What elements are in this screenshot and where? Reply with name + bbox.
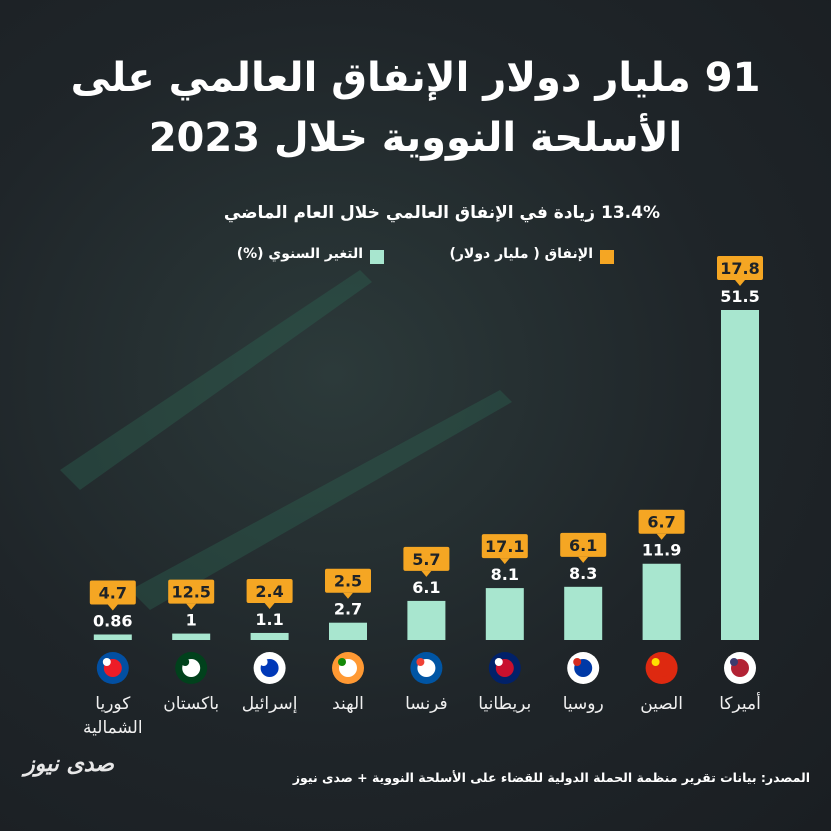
flag-detail bbox=[181, 658, 190, 666]
x-tick-label: كوريا الشمالية bbox=[83, 694, 143, 738]
bar bbox=[250, 632, 289, 640]
label-pointer bbox=[656, 533, 667, 540]
label-box bbox=[638, 509, 685, 534]
legend-label: الإنفاق ( مليار دولار) bbox=[449, 246, 593, 262]
bar bbox=[407, 600, 446, 640]
flag-detail bbox=[494, 658, 503, 666]
change-label: 6.7 bbox=[647, 513, 675, 532]
bar bbox=[93, 634, 132, 640]
change-label: 12.5 bbox=[171, 583, 210, 602]
value-label: 0.86 bbox=[93, 611, 132, 630]
x-tick-label: الصين bbox=[640, 694, 683, 714]
value-label: 51.5 bbox=[720, 287, 759, 306]
value-label: 6.1 bbox=[412, 578, 440, 597]
flag-detail bbox=[651, 658, 660, 666]
x-tick-label: بريطانيا bbox=[478, 694, 532, 714]
x-tick-label: باكستان bbox=[163, 694, 220, 714]
label-box bbox=[403, 546, 450, 571]
bar bbox=[485, 588, 524, 640]
flag-detail bbox=[573, 658, 582, 666]
flag-detail bbox=[416, 658, 425, 666]
legend-label: التغير السنوي (%) bbox=[236, 246, 363, 262]
bar bbox=[564, 586, 603, 640]
flag-detail bbox=[102, 658, 111, 666]
label-pointer bbox=[421, 570, 432, 577]
x-tick-label: روسيا bbox=[562, 694, 604, 714]
label-box bbox=[168, 579, 215, 604]
label-pointer bbox=[499, 558, 510, 565]
x-tick-label: إسرائيل bbox=[241, 694, 298, 714]
bar bbox=[172, 633, 211, 640]
bar bbox=[329, 622, 367, 640]
value-label: 1.1 bbox=[255, 610, 283, 629]
value-label: 11.9 bbox=[642, 541, 681, 560]
label-pointer bbox=[107, 604, 118, 611]
legend-swatch bbox=[370, 250, 384, 264]
label-box bbox=[325, 568, 371, 593]
bar bbox=[642, 563, 681, 640]
brand-logo: صدى نيوز bbox=[24, 752, 114, 777]
label-pointer bbox=[735, 280, 745, 286]
label-box bbox=[89, 580, 136, 605]
change-label: 6.1 bbox=[569, 536, 597, 555]
value-label: 8.1 bbox=[491, 565, 519, 584]
change-label: 5.7 bbox=[412, 550, 440, 569]
label-pointer bbox=[578, 556, 589, 563]
x-tick-label: أميركا bbox=[719, 694, 761, 714]
label-box bbox=[717, 256, 763, 280]
value-label: 2.7 bbox=[334, 600, 362, 619]
label-pointer bbox=[186, 603, 197, 610]
flag-detail bbox=[259, 658, 268, 666]
x-tick-label: فرنسا bbox=[405, 694, 448, 714]
label-pointer bbox=[343, 592, 353, 599]
change-label: 2.4 bbox=[255, 582, 283, 601]
change-label: 4.7 bbox=[99, 583, 127, 602]
x-tick-label: الهند bbox=[332, 694, 364, 714]
label-box bbox=[481, 534, 528, 559]
bar bbox=[721, 310, 759, 640]
label-pointer bbox=[264, 602, 275, 609]
change-label: 17.1 bbox=[485, 537, 524, 556]
chart-subtitle: 13.4% زيادة في الإنفاق العالمي خلال العا… bbox=[223, 203, 660, 223]
flag-detail bbox=[730, 658, 738, 666]
value-label: 8.3 bbox=[569, 564, 597, 583]
change-label: 2.5 bbox=[334, 572, 362, 591]
label-box bbox=[560, 532, 607, 557]
label-box bbox=[246, 578, 293, 603]
change-label: 17.8 bbox=[720, 259, 759, 278]
value-label: 1 bbox=[186, 611, 197, 630]
source-note: المصدر: بيانات تقرير منظمة الحملة الدولي… bbox=[292, 770, 810, 785]
flag-detail bbox=[338, 658, 346, 666]
chart-title: 91 مليار دولار الإنفاق العالمي على الأسل… bbox=[70, 55, 761, 161]
legend-swatch bbox=[600, 250, 614, 264]
decoration bbox=[60, 270, 512, 610]
